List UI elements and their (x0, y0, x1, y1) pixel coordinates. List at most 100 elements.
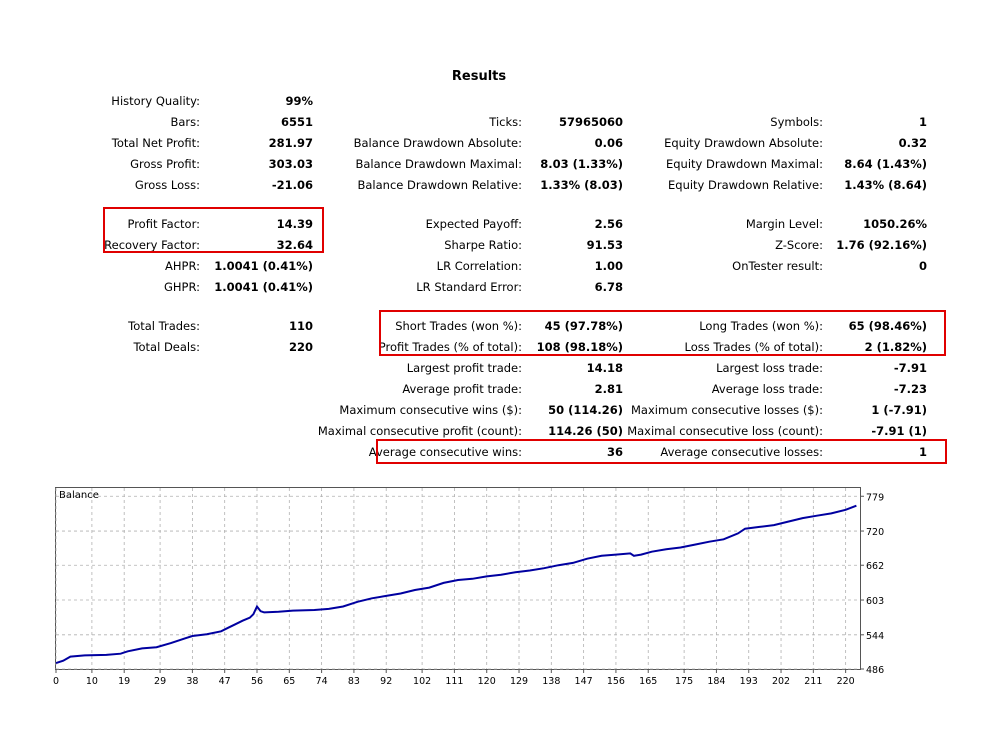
stat-value: 1 (918, 115, 927, 129)
stat-value: 1.43% (8.64) (844, 178, 927, 192)
stat-value: -7.23 (893, 382, 927, 396)
stat-label: History Quality: (111, 94, 200, 108)
x-tick-label: 92 (380, 676, 392, 687)
stat-label: Z-Score: (775, 238, 823, 252)
stat-label: Symbols: (770, 115, 823, 129)
stat-value: 1.33% (8.03) (540, 178, 623, 192)
stat-value: 220 (288, 340, 313, 354)
stat-label: Short Trades (won %): (395, 319, 522, 333)
stat-value: 0 (918, 259, 927, 273)
stat-value: 1 (-7.91) (871, 403, 927, 417)
y-tick-label: 486 (866, 665, 884, 676)
stat-label: Total Deals: (133, 340, 200, 354)
x-tick-label: 65 (283, 676, 295, 687)
x-tick-label: 156 (607, 676, 625, 687)
stat-value: 91.53 (586, 238, 623, 252)
stat-label: Maximum consecutive wins ($): (339, 403, 522, 417)
stat-value: 2 (1.82%) (864, 340, 927, 354)
stat-value: 1050.26% (863, 217, 927, 231)
x-tick-label: 129 (510, 676, 528, 687)
stat-label: Maximal consecutive profit (count): (317, 424, 522, 438)
stat-label: Gross Loss: (134, 178, 200, 192)
y-tick-label: 662 (866, 561, 884, 572)
stat-value: 108 (98.18%) (536, 340, 623, 354)
stat-value: 8.03 (1.33%) (540, 157, 623, 171)
chart-grid (55, 488, 860, 670)
stat-label: Balance Drawdown Maximal: (355, 157, 522, 171)
stat-label: Margin Level: (745, 217, 823, 231)
stat-value: 57965060 (558, 115, 623, 129)
y-tick-label: 544 (866, 631, 884, 642)
stat-value: -7.91 (893, 361, 927, 375)
stat-label: Expected Payoff: (425, 217, 522, 231)
stat-value: 2.56 (594, 217, 623, 231)
y-tick-label: 603 (866, 596, 884, 607)
stat-value: 0.06 (594, 136, 623, 150)
stat-value: 50 (114.26) (548, 403, 623, 417)
stat-label: Ticks: (489, 115, 522, 129)
stat-label: Equity Drawdown Maximal: (665, 157, 823, 171)
x-tick-label: 38 (186, 676, 198, 687)
stat-value: 110 (288, 319, 313, 333)
stat-value: 99% (285, 94, 313, 108)
stat-label: Balance Drawdown Relative: (357, 178, 523, 192)
x-tick-label: 111 (445, 676, 463, 687)
x-tick-label: 47 (219, 676, 231, 687)
stat-value: 281.97 (268, 136, 313, 150)
x-tick-label: 175 (675, 676, 693, 687)
stat-label: Maximum consecutive losses ($): (631, 403, 823, 417)
x-tick-label: 202 (772, 676, 790, 687)
stat-label: Maximal consecutive loss (count): (627, 424, 823, 438)
stat-label: LR Standard Error: (416, 280, 522, 294)
stat-label: LR Correlation: (436, 259, 522, 273)
highlight-consecutive (376, 439, 947, 464)
stat-label: AHPR: (165, 259, 200, 273)
stat-label: Total Net Profit: (111, 136, 200, 150)
stat-label: Loss Trades (% of total): (684, 340, 823, 354)
stat-value: 8.64 (1.43%) (844, 157, 927, 171)
stat-value: -7.91 (1) (871, 424, 927, 438)
x-tick-label: 10 (86, 676, 98, 687)
stat-label: Total Trades: (128, 319, 200, 333)
stat-value: 0.32 (898, 136, 927, 150)
x-tick-label: 83 (348, 676, 360, 687)
stat-value: 6551 (280, 115, 313, 129)
stat-label: Long Trades (won %): (699, 319, 823, 333)
stat-value: 6.78 (594, 280, 623, 294)
stat-label: Recovery Factor: (104, 238, 200, 252)
x-tick-label: 165 (639, 676, 657, 687)
results-title: Results (451, 69, 507, 84)
stat-value: -21.06 (271, 178, 313, 192)
stat-value: 36 (606, 445, 623, 459)
balance-chart-frame (55, 487, 861, 670)
stat-label: Sharpe Ratio: (444, 238, 522, 252)
stat-value: 1.0041 (0.41%) (214, 280, 313, 294)
stat-value: 1.00 (594, 259, 623, 273)
stat-label: Equity Drawdown Absolute: (664, 136, 823, 150)
stat-label: Balance Drawdown Absolute: (353, 136, 522, 150)
stat-label: Average profit trade: (402, 382, 522, 396)
stat-value: 114.26 (50) (548, 424, 623, 438)
stat-value: 32.64 (276, 238, 313, 252)
stat-label: GHPR: (163, 280, 200, 294)
highlight-trades-won (379, 310, 946, 356)
y-tick-label: 720 (866, 527, 884, 538)
stat-label: Profit Factor: (127, 217, 200, 231)
stat-label: Largest profit trade: (406, 361, 522, 375)
stat-value: 1.76 (92.16%) (836, 238, 927, 252)
stat-label: Bars: (170, 115, 200, 129)
x-tick-label: 56 (251, 676, 263, 687)
x-tick-label: 220 (837, 676, 855, 687)
stat-label: Profit Trades (% of total): (378, 340, 522, 354)
x-tick-label: 29 (154, 676, 166, 687)
stat-value: 45 (97.78%) (544, 319, 623, 333)
stat-label: OnTester result: (732, 259, 823, 273)
stat-label: Equity Drawdown Relative: (668, 178, 823, 192)
y-tick-label: 779 (866, 492, 884, 503)
stat-value: 1.0041 (0.41%) (214, 259, 313, 273)
chart-axes: 0 10 19 29 38 47 56 65 74 83 92 102 111 120 129 138 147 1… (53, 492, 884, 687)
stat-value: 14.18 (586, 361, 623, 375)
x-tick-label: 193 (740, 676, 758, 687)
x-tick-label: 120 (478, 676, 496, 687)
